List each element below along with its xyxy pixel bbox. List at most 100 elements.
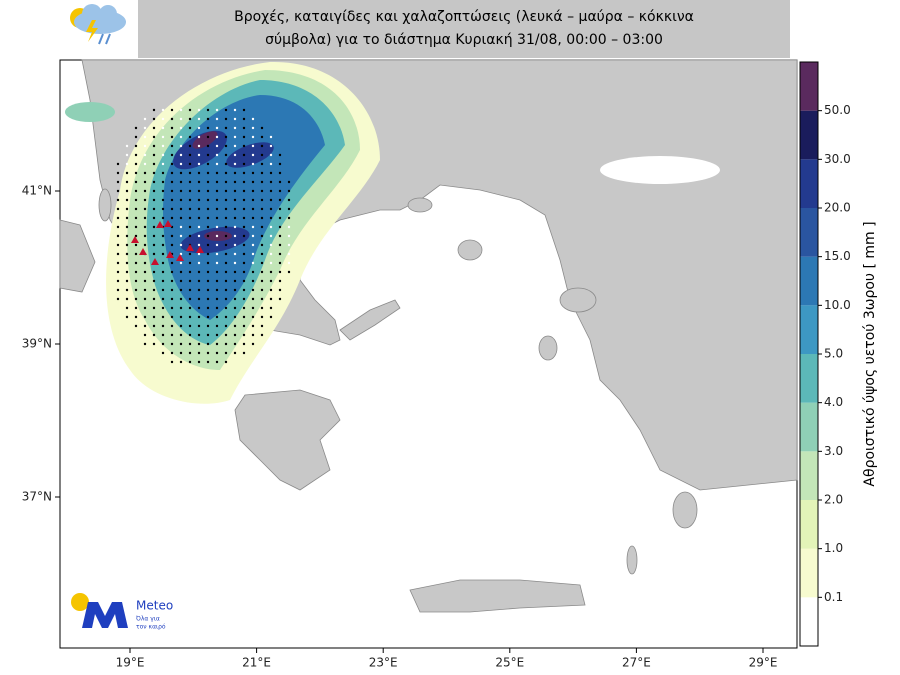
storm-dot <box>233 216 237 220</box>
storm-dot <box>251 243 255 247</box>
storm-dot <box>197 180 201 184</box>
storm-dot <box>224 234 228 238</box>
storm-dot <box>134 315 138 319</box>
storm-dot <box>134 126 138 130</box>
storm-dot <box>161 117 165 121</box>
colorbar-label: 1.0 <box>824 541 843 555</box>
storm-dot <box>206 297 210 301</box>
storm-dot <box>134 198 138 202</box>
storm-dot <box>125 153 129 157</box>
storm-dot <box>278 279 282 283</box>
storm-dot <box>233 126 237 130</box>
storm-dot <box>269 153 273 157</box>
storm-dot <box>233 198 237 202</box>
storm-dot <box>116 216 120 220</box>
storm-dot <box>161 180 165 184</box>
storm-dot <box>242 324 246 328</box>
storm-dot <box>287 243 291 247</box>
storm-dot <box>161 234 165 238</box>
storm-dot <box>251 315 255 319</box>
storm-dot <box>206 261 210 265</box>
storm-dot <box>188 126 192 130</box>
storm-dot <box>179 270 183 274</box>
storm-dot <box>197 225 201 229</box>
storm-dot <box>215 153 219 157</box>
storm-dot <box>197 279 201 283</box>
storm-dot <box>134 306 138 310</box>
storm-dot <box>179 162 183 166</box>
storm-dot <box>233 234 237 238</box>
storm-dot <box>233 333 237 337</box>
lon-tick-label: 21°E <box>242 656 271 670</box>
storm-dot <box>197 315 201 319</box>
storm-dot <box>242 189 246 193</box>
storm-dot <box>134 270 138 274</box>
storm-dot <box>278 234 282 238</box>
storm-dot <box>224 243 228 247</box>
storm-dot <box>188 180 192 184</box>
storm-dot <box>242 243 246 247</box>
storm-dot <box>197 153 201 157</box>
colorbar-label: 0.1 <box>824 590 843 604</box>
storm-dot <box>224 153 228 157</box>
storm-dot <box>215 189 219 193</box>
storm-dot <box>215 207 219 211</box>
storm-dot <box>215 108 219 112</box>
storm-dot <box>206 126 210 130</box>
storm-dot <box>179 180 183 184</box>
storm-dot <box>161 144 165 148</box>
hail-symbol <box>151 258 159 265</box>
storm-dot <box>161 333 165 337</box>
storm-dot <box>251 144 255 148</box>
storm-dot <box>125 225 129 229</box>
storm-dot <box>143 306 147 310</box>
storm-dot <box>242 162 246 166</box>
storm-dot <box>188 117 192 121</box>
storm-dot <box>233 171 237 175</box>
storm-dot <box>224 360 228 364</box>
storm-dot <box>233 117 237 121</box>
storm-dot <box>260 180 264 184</box>
storm-dot <box>269 297 273 301</box>
storm-dot <box>188 306 192 310</box>
storm-dot <box>206 108 210 112</box>
lon-tick-label: 19°E <box>116 656 145 670</box>
storm-dot <box>116 288 120 292</box>
storm-dot <box>206 315 210 319</box>
storm-dot <box>143 261 147 265</box>
storm-dot <box>152 234 156 238</box>
storm-dot <box>125 252 129 256</box>
storm-dot <box>287 270 291 274</box>
storm-dot <box>197 162 201 166</box>
storm-dot <box>278 180 282 184</box>
storm-dot <box>179 144 183 148</box>
storm-dot <box>215 342 219 346</box>
storm-dot <box>143 198 147 202</box>
storm-dot <box>188 234 192 238</box>
storm-dot <box>251 252 255 256</box>
storm-dot <box>161 189 165 193</box>
storm-dot <box>206 243 210 247</box>
storm-dot <box>170 324 174 328</box>
storm-dot <box>134 243 138 247</box>
lat-tick-label: 37°N <box>22 490 52 504</box>
storm-dot <box>233 207 237 211</box>
storm-dot <box>161 306 165 310</box>
colorbar-segment <box>800 500 818 549</box>
storm-dot <box>242 288 246 292</box>
storm-dot <box>197 117 201 121</box>
storm-dot <box>188 162 192 166</box>
storm-dot <box>287 252 291 256</box>
storm-dot <box>224 342 228 346</box>
storm-dot <box>260 333 264 337</box>
storm-dot <box>242 198 246 202</box>
lat-tick-label: 41°N <box>22 184 52 198</box>
colorbar: 0.1 1.0 2.0 3.0 4.0 5.0 10.0 15.0 20.0 30.0 50.0 <box>799 61 851 647</box>
storm-dot <box>242 180 246 184</box>
storm-dot <box>143 342 147 346</box>
storm-dot <box>206 306 210 310</box>
storm-dot <box>215 252 219 256</box>
storm-dot <box>188 315 192 319</box>
hail-symbol <box>176 254 184 261</box>
